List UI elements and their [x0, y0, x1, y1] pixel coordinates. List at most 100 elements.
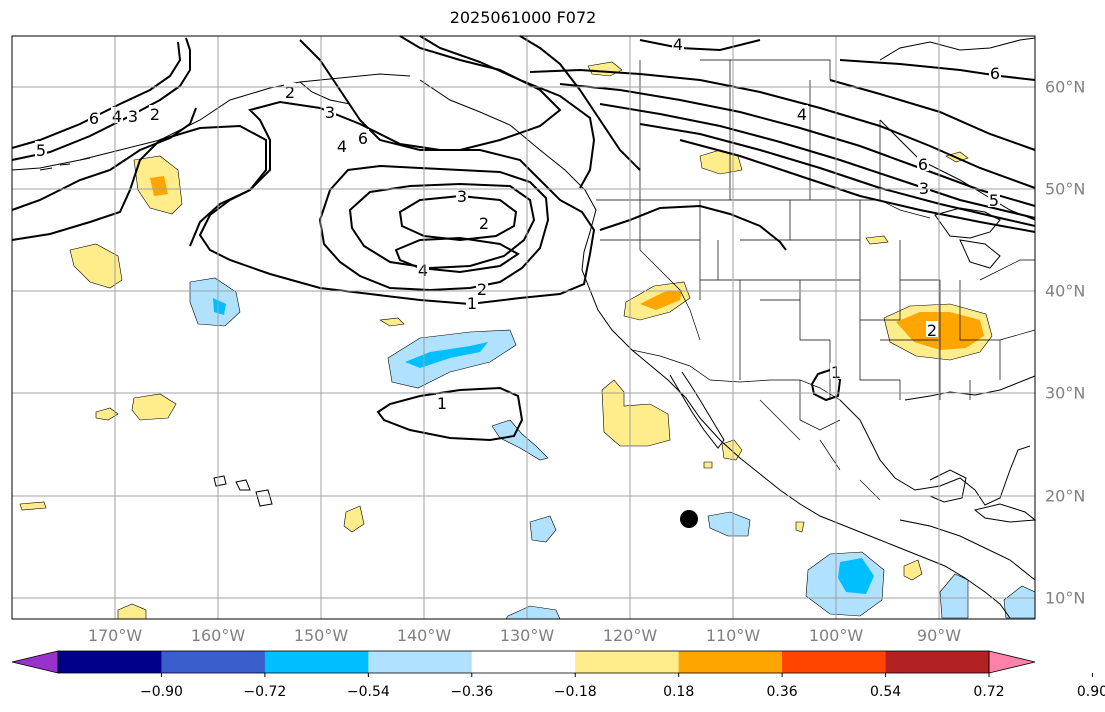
center-marker	[680, 510, 698, 528]
anomaly-fill-areas	[19, 61, 1036, 620]
contour-label-bg	[88, 109, 100, 125]
colorbar-segment	[471, 651, 576, 673]
longitude-label: 120°W	[602, 626, 658, 645]
fill-yellow	[117, 603, 147, 620]
latitude-label: 30°N	[1045, 383, 1086, 403]
contour-label: 6	[358, 129, 368, 148]
longitude-label: 110°W	[705, 626, 761, 645]
coastlines-and-borders	[11, 37, 1037, 619]
fill-light-blue	[939, 573, 969, 619]
colorbar-segment	[678, 651, 783, 673]
contour-label-bg	[35, 141, 47, 157]
fill-blue	[838, 558, 874, 594]
colorbar-segment	[264, 651, 369, 673]
colorbar-tick-label: −0.90	[139, 684, 183, 700]
contour-label: 2	[150, 105, 160, 124]
latitude-label: 10°N	[1045, 588, 1086, 608]
colorbar-tick-label: 0.90	[1076, 684, 1105, 700]
contour-label-bg	[918, 179, 930, 195]
latitude-label: 40°N	[1045, 281, 1086, 301]
colorbar-tick-label: −0.36	[450, 684, 494, 700]
latitude-label: 60°N	[1045, 77, 1086, 97]
fill-yellow	[19, 501, 47, 511]
contour-lines	[11, 35, 1036, 442]
longitude-label: 100°W	[808, 626, 864, 645]
contour-label-bg	[436, 394, 448, 410]
colorbar-tick-label: −0.72	[243, 684, 287, 700]
contour-label: 6	[918, 155, 928, 174]
fill-yellow	[865, 235, 889, 245]
contour-label-bg	[466, 294, 478, 310]
contour-label-bg	[324, 103, 336, 119]
fill-yellow	[703, 461, 713, 469]
contour-label-bg	[336, 137, 348, 153]
graticule	[12, 36, 1035, 619]
colorbar-tick-label: 0.18	[663, 684, 695, 700]
colorbar-segment	[575, 651, 680, 673]
colorbar-extend-min	[11, 650, 59, 674]
fill-orange	[640, 290, 682, 310]
contour-label: 2	[479, 214, 489, 233]
fill-light-blue	[491, 419, 549, 461]
colorbar-tick-label: 0.36	[766, 684, 798, 700]
contour-label: 6	[89, 109, 99, 128]
fill-orange	[150, 176, 168, 196]
fill-light-blue	[707, 511, 751, 537]
contour-label-bg	[476, 280, 488, 296]
contour-label: 5	[989, 191, 999, 210]
colorbar-segment	[58, 651, 162, 673]
contour-label: 3	[128, 107, 138, 126]
contour-label: 2	[285, 83, 295, 102]
fill-yellow	[795, 521, 805, 533]
colorbar	[11, 650, 1093, 677]
contour-label: 3	[457, 187, 467, 206]
fill-yellow	[69, 243, 123, 289]
fill-yellow	[131, 393, 177, 421]
colorbar-segment	[368, 651, 473, 673]
contour-label-bg	[989, 64, 1001, 80]
colorbar-segment	[782, 651, 887, 673]
contour-label: 1	[437, 394, 447, 413]
colorbar-tick-label: 0.54	[869, 684, 902, 700]
contour-label-bg	[111, 107, 123, 123]
longitude-label: 150°W	[293, 626, 349, 645]
fill-yellow	[903, 559, 923, 581]
fill-light-blue	[529, 515, 557, 543]
contour-label: 3	[325, 103, 335, 122]
contour-label-bg	[149, 105, 161, 121]
contour-label: 2	[477, 280, 487, 299]
contour-label: 4	[337, 137, 347, 156]
longitude-label: 170°W	[87, 626, 143, 645]
contour-label: 4	[673, 35, 683, 54]
fill-yellow	[95, 407, 119, 421]
fill-yellow	[379, 317, 405, 327]
contour-label-bg	[127, 107, 139, 123]
contour-label: 2	[927, 321, 937, 340]
colorbar-tick-label: −0.54	[346, 684, 390, 700]
latitude-label: 50°N	[1045, 179, 1086, 199]
contour-label-bg	[917, 155, 929, 171]
contour-label: 4	[418, 261, 428, 280]
contour-label-bg	[988, 191, 1000, 207]
colorbar-segment	[161, 651, 266, 673]
fill-yellow	[343, 505, 365, 533]
contour-label-bg	[926, 321, 938, 337]
map-frame	[11, 35, 1036, 620]
contour-label: 1	[467, 294, 477, 313]
fill-blue	[213, 298, 226, 315]
latitude-label: 20°N	[1045, 486, 1086, 506]
contour-label: 5	[36, 141, 46, 160]
colorbar-tick-label: 0.72	[973, 684, 1005, 700]
fill-yellow	[601, 379, 671, 447]
contour-label-bg	[357, 129, 369, 145]
fill-blue	[405, 342, 488, 368]
colorbar-extend-max	[988, 650, 1036, 674]
longitude-label: 130°W	[499, 626, 555, 645]
longitude-label: 140°W	[396, 626, 452, 645]
colorbar-tick-label: −0.18	[553, 684, 597, 700]
contour-label-bg	[796, 105, 808, 121]
contour-label: 6	[990, 64, 1000, 83]
contour-label-bg	[417, 261, 429, 277]
